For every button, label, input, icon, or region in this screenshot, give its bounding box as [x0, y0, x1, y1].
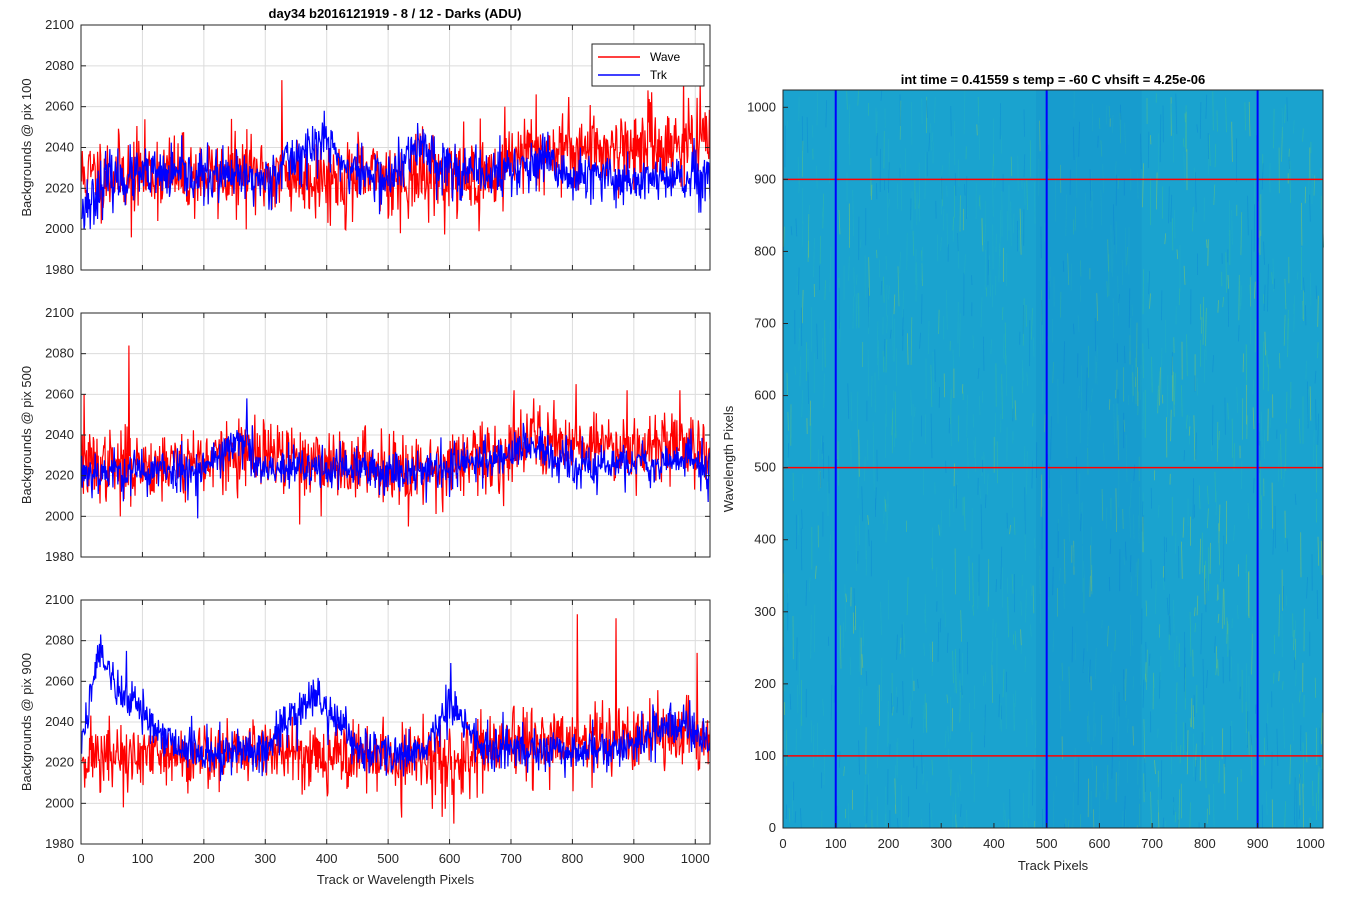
x-tick-label: 100: [825, 836, 847, 851]
x-axis-label: Track or Wavelength Pixels: [317, 872, 475, 887]
y-tick-label: 2080: [45, 346, 74, 361]
y-tick-label: 1980: [45, 836, 74, 851]
y-tick-label: 2000: [45, 508, 74, 523]
figure-main-title: day34 b2016121919 - 8 / 12 - Darks (ADU): [269, 6, 522, 21]
x-tick-label: 800: [1194, 836, 1216, 851]
heatmap-frame: [782, 89, 1324, 829]
x-tick-label: 0: [77, 851, 84, 866]
line-chart-pix-500: 1980 2000 2020 2040 2060 2080 2100 Backgrounds …: [19, 305, 711, 564]
line-chart-pix-900: 0 100 200 300 400 500 600 700 800 900 1000 1980 2000…: [19, 592, 711, 887]
x-tick-label: 500: [377, 851, 399, 866]
line-chart-pix-100: 1980 2000 2020 2040 2060 2080 2100 Backgrounds …: [19, 17, 711, 277]
y-tick-label: 2080: [45, 58, 74, 73]
x-tick-label: 600: [1089, 836, 1111, 851]
y-tick-label: 2000: [45, 221, 74, 236]
x-tick-label: 700: [500, 851, 522, 866]
y-tick-label: 2040: [45, 140, 74, 155]
y-tick-label: 1980: [45, 549, 74, 564]
y-tick-label: 700: [754, 316, 776, 331]
y-tick-label: 2060: [45, 99, 74, 114]
legend-box: [591, 43, 705, 87]
series-trk-line: [81, 398, 710, 519]
y-tick-label: 300: [754, 604, 776, 619]
y-tick-label: 2020: [45, 468, 74, 483]
x-tick-label: 600: [439, 851, 461, 866]
y-axis-label: Wavelength Pixels: [721, 405, 736, 512]
y-axis-label: Backgrounds @ pix 100: [19, 78, 34, 216]
y-axis-label: Backgrounds @ pix 900: [19, 653, 34, 791]
y-tick-label: 2020: [45, 755, 74, 770]
legend: Wave Trk: [591, 43, 705, 87]
x-tick-label: 900: [623, 851, 645, 866]
y-axis-label: Backgrounds @ pix 500: [19, 366, 34, 504]
x-tick-label: 400: [983, 836, 1005, 851]
y-tick-label: 2100: [45, 305, 74, 320]
y-tick-label: 200: [754, 676, 776, 691]
x-axis-label: Track Pixels: [1018, 858, 1089, 873]
y-tick-label: 900: [754, 171, 776, 186]
y-tick-label: 2100: [45, 17, 74, 32]
y-tick-label: 2060: [45, 673, 74, 688]
x-tick-label: 200: [878, 836, 900, 851]
series-trk-line: [81, 110, 710, 230]
x-tick-label: 400: [316, 851, 338, 866]
y-tick-label: 2000: [45, 795, 74, 810]
x-tick-label: 300: [930, 836, 952, 851]
x-tick-label: 1000: [1296, 836, 1325, 851]
x-tick-label: 0: [779, 836, 786, 851]
x-tick-label: 800: [562, 851, 584, 866]
y-tick-label: 0: [769, 820, 776, 835]
x-tick-label: 1000: [681, 851, 710, 866]
legend-label-wave: Wave: [650, 50, 681, 64]
y-tick-label: 2040: [45, 427, 74, 442]
x-tick-label: 100: [132, 851, 154, 866]
heatmap-title: int time = 0.41559 s temp = -60 C vhsift…: [901, 72, 1206, 87]
y-tick-label: 2020: [45, 180, 74, 195]
y-tick-label: 800: [754, 243, 776, 258]
y-tick-label: 100: [754, 748, 776, 763]
y-tick-label: 2060: [45, 386, 74, 401]
x-tick-label: 900: [1247, 836, 1269, 851]
y-tick-label: 2080: [45, 633, 74, 648]
y-tick-label: 1000: [747, 99, 776, 114]
x-tick-label: 500: [1036, 836, 1058, 851]
legend-label-trk: Trk: [650, 68, 668, 82]
heatmap-background: [783, 90, 1323, 828]
y-tick-label: 2040: [45, 714, 74, 729]
y-tick-label: 400: [754, 532, 776, 547]
heatmap-dark-band: [1036, 90, 1142, 828]
heatmap-chart: 0 100 200 300 400 500 600 700 800 900 1000 0 100 200 3…: [721, 72, 1325, 873]
x-tick-label: 300: [254, 851, 276, 866]
y-tick-label: 600: [754, 388, 776, 403]
x-tick-label: 200: [193, 851, 215, 866]
heatmap-texture: [782, 90, 1324, 829]
y-tick-label: 500: [754, 460, 776, 475]
series-trk-line: [81, 634, 710, 782]
x-tick-label: 700: [1141, 836, 1163, 851]
y-tick-label: 2100: [45, 592, 74, 607]
y-tick-label: 1980: [45, 262, 74, 277]
